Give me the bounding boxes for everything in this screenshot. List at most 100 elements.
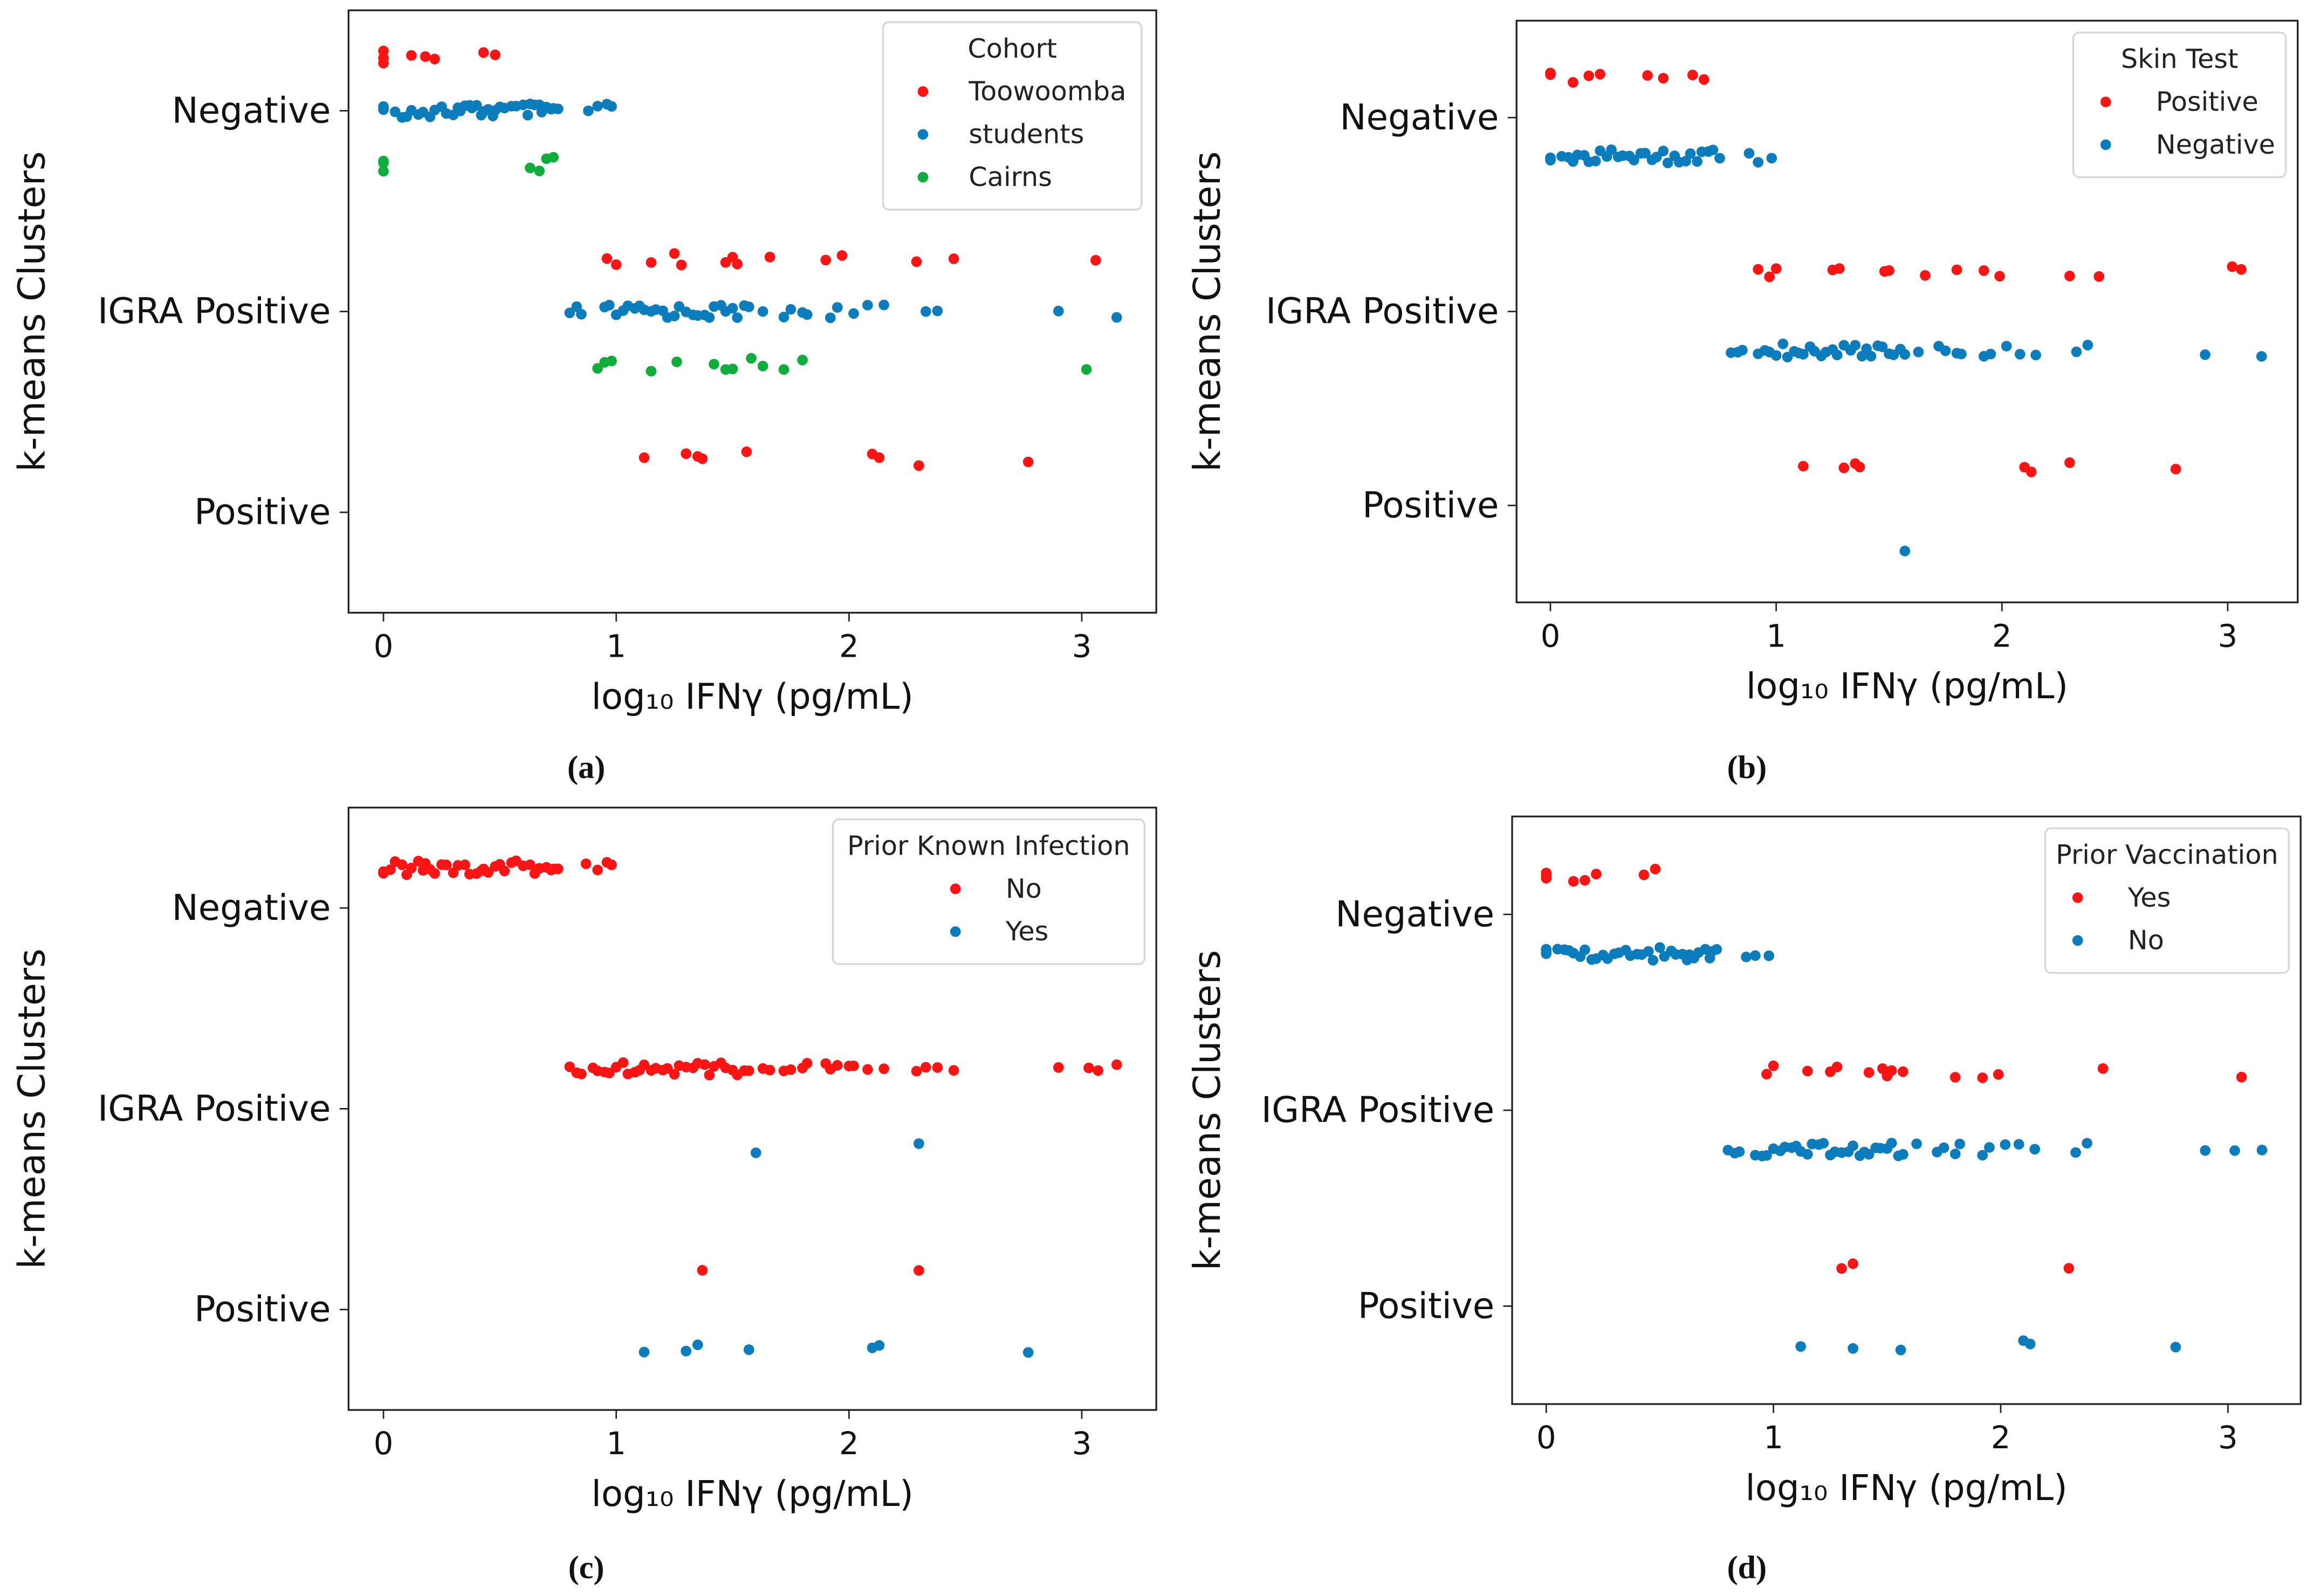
data-point bbox=[1638, 869, 1650, 880]
data-point bbox=[1737, 345, 1748, 356]
data-point bbox=[1863, 1067, 1874, 1078]
data-point bbox=[1897, 1149, 1908, 1160]
data-point bbox=[576, 308, 587, 320]
data-point bbox=[1651, 152, 1662, 163]
data-point bbox=[606, 859, 617, 870]
legend-marker bbox=[917, 86, 929, 97]
x-tick-label: 3 bbox=[1072, 629, 1092, 665]
data-point bbox=[692, 1339, 703, 1350]
data-point bbox=[913, 1138, 924, 1149]
data-point bbox=[832, 1060, 843, 1071]
data-point bbox=[1977, 1072, 1988, 1083]
data-point bbox=[2256, 351, 2267, 362]
series-negative bbox=[1545, 144, 2267, 556]
data-point bbox=[932, 305, 943, 317]
data-point bbox=[1886, 1138, 1897, 1148]
data-point bbox=[1662, 157, 1673, 168]
legend-title: Prior Vaccination bbox=[2056, 839, 2278, 870]
legend-label: Toowoomba bbox=[968, 75, 1126, 107]
data-point bbox=[920, 306, 931, 317]
data-point bbox=[1770, 350, 1782, 361]
data-point bbox=[911, 256, 922, 267]
data-point bbox=[1654, 942, 1665, 953]
legend-marker bbox=[917, 171, 929, 183]
data-point bbox=[459, 859, 471, 870]
legend-label: No bbox=[2128, 925, 2164, 956]
legend-marker bbox=[2100, 97, 2111, 107]
data-point bbox=[478, 47, 489, 58]
data-point bbox=[1994, 271, 2006, 282]
data-point bbox=[1802, 1148, 1813, 1160]
data-point bbox=[1111, 1059, 1122, 1070]
y-tick-label: IGRA Positive bbox=[98, 1088, 331, 1129]
legend-marker bbox=[917, 129, 929, 140]
data-point bbox=[2082, 340, 2093, 350]
data-point bbox=[1985, 348, 1996, 360]
data-point bbox=[699, 1059, 710, 1070]
data-point bbox=[1766, 153, 1777, 164]
x-tick-label: 0 bbox=[374, 629, 394, 665]
data-point bbox=[1707, 145, 1719, 155]
panel-caption: (a) bbox=[567, 749, 605, 786]
x-tick-label: 1 bbox=[606, 629, 626, 665]
data-point bbox=[429, 868, 440, 879]
data-point bbox=[785, 1064, 796, 1075]
data-point bbox=[1848, 1343, 1858, 1354]
x-tick-label: 3 bbox=[2218, 1420, 2238, 1456]
data-point bbox=[1643, 946, 1654, 957]
legend-marker bbox=[2072, 892, 2083, 903]
data-point bbox=[2070, 1147, 2081, 1158]
data-point bbox=[746, 353, 757, 364]
y-tick-label: Positive bbox=[1358, 1285, 1494, 1326]
series-no bbox=[378, 855, 1122, 1276]
legend-label: Negative bbox=[2156, 129, 2275, 160]
data-point bbox=[552, 863, 564, 875]
data-point bbox=[1111, 312, 1122, 323]
data-point bbox=[862, 1064, 873, 1075]
data-point bbox=[396, 859, 408, 870]
data-point bbox=[1583, 70, 1595, 81]
data-point bbox=[911, 1065, 922, 1077]
data-point bbox=[2024, 1338, 2036, 1350]
data-point bbox=[525, 859, 535, 870]
data-point bbox=[2227, 261, 2238, 272]
data-point bbox=[2200, 1145, 2211, 1156]
data-point bbox=[778, 312, 789, 322]
data-point bbox=[525, 162, 535, 174]
data-point bbox=[2030, 349, 2041, 361]
data-point bbox=[646, 366, 657, 377]
x-axis-label: log₁₀ IFNγ (pg/mL) bbox=[1746, 1468, 2068, 1509]
data-point bbox=[378, 101, 389, 112]
panel-caption: (c) bbox=[568, 1550, 605, 1586]
data-point bbox=[1886, 1065, 1897, 1076]
data-point bbox=[1854, 462, 1865, 472]
legend-box bbox=[2044, 827, 2290, 974]
data-point bbox=[1802, 1065, 1813, 1077]
data-point bbox=[1647, 955, 1659, 966]
data-point bbox=[1685, 148, 1696, 159]
y-tick-label: IGRA Positive bbox=[1266, 291, 1499, 332]
data-point bbox=[1848, 1140, 1858, 1151]
legend: Prior Vaccination Yes No bbox=[2044, 827, 2290, 974]
y-axis-label: k-means Clusters bbox=[1186, 152, 1229, 472]
data-point bbox=[1081, 364, 1092, 375]
data-point bbox=[592, 363, 603, 374]
data-point bbox=[1753, 157, 1764, 168]
data-point bbox=[1977, 1150, 1988, 1161]
data-point bbox=[603, 1068, 615, 1078]
panel-caption: (d) bbox=[1727, 1550, 1767, 1586]
data-point bbox=[1761, 1150, 1772, 1161]
data-point bbox=[676, 259, 687, 271]
y-tick-label: Negative bbox=[1335, 894, 1494, 935]
data-point bbox=[1831, 1061, 1843, 1072]
data-point bbox=[1838, 462, 1850, 473]
data-point bbox=[874, 1340, 885, 1351]
data-point bbox=[1022, 456, 1034, 467]
data-point bbox=[1741, 951, 1752, 962]
series-yes bbox=[1541, 863, 2247, 1274]
data-point bbox=[1606, 144, 1617, 155]
data-point bbox=[592, 864, 603, 876]
series-cairns bbox=[378, 152, 1092, 377]
data-point bbox=[1951, 264, 1962, 276]
data-point bbox=[1650, 863, 1661, 875]
